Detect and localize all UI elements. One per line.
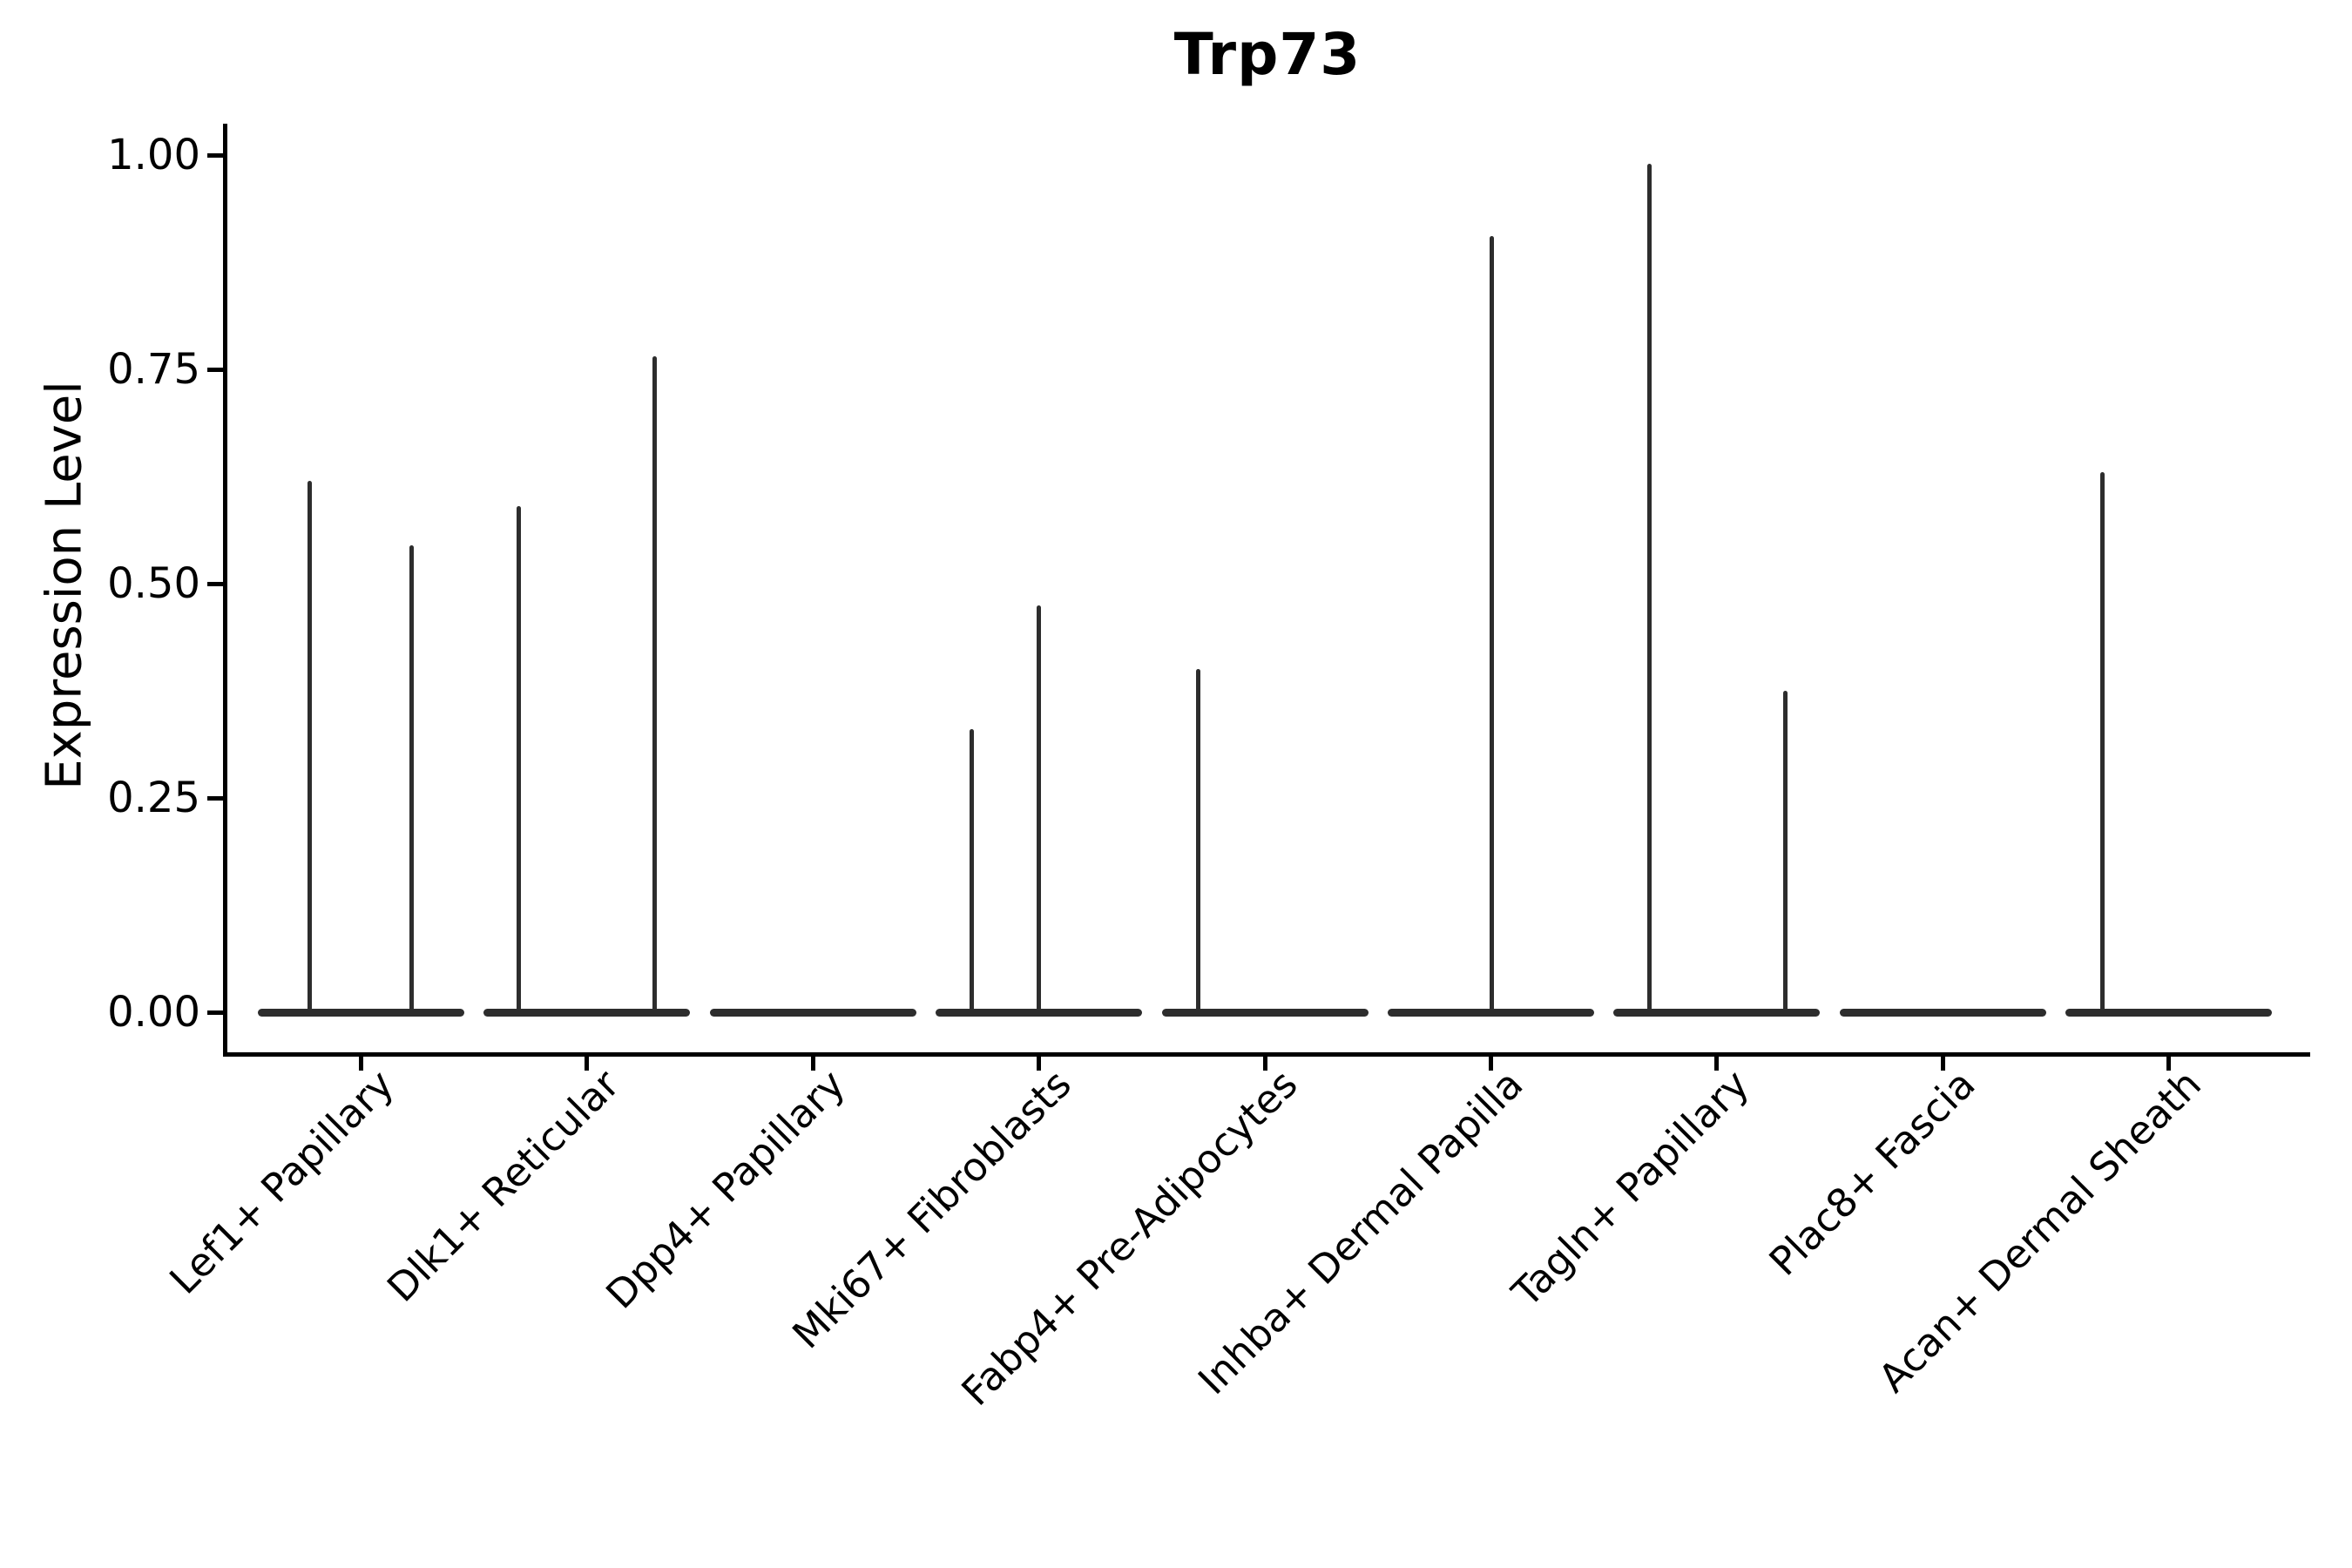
violin-spike (1490, 236, 1494, 1012)
x-tick-label: Lef1+ Papillary (160, 1060, 402, 1303)
x-axis-spine (222, 1051, 2310, 1057)
violin-baseline (1161, 1008, 1369, 1017)
x-tick (585, 1056, 590, 1071)
x-tick (1037, 1056, 1042, 1071)
violin-baseline (483, 1008, 691, 1017)
y-tick-label: 0.00 (107, 988, 200, 1037)
x-tick-label: Dpp4+ Papillary (597, 1060, 855, 1318)
x-tick-label: Tagln+ Papillary (1503, 1060, 1759, 1316)
x-tick (1714, 1056, 1720, 1071)
violin-baseline (1388, 1008, 1594, 1017)
violin-spike (1037, 605, 1042, 1012)
violin-spike (970, 729, 975, 1012)
violin-spike (2100, 472, 2105, 1012)
x-tick-label: Dlk1+ Reticular (378, 1060, 629, 1311)
y-axis-label: Expression Level (36, 381, 93, 790)
x-tick (1262, 1056, 1267, 1071)
y-tick (206, 367, 223, 372)
x-tick (359, 1056, 363, 1071)
y-tick (206, 152, 223, 158)
violin-baseline (1839, 1008, 2046, 1017)
violin-baseline (936, 1008, 1143, 1017)
y-tick (206, 795, 223, 801)
x-tick (810, 1056, 815, 1071)
y-tick-label: 0.50 (107, 559, 200, 608)
y-tick-label: 1.00 (107, 131, 200, 179)
x-tick (1489, 1056, 1493, 1071)
y-tick (206, 581, 223, 586)
y-tick-label: 0.25 (107, 774, 200, 822)
y-tick (206, 1010, 223, 1015)
chart-title: Trp73 (1173, 21, 1362, 88)
violin-spike (1647, 163, 1652, 1012)
x-tick (1940, 1056, 1945, 1071)
violin-spike (409, 544, 414, 1012)
y-axis-spine (222, 124, 227, 1056)
violin-spike (1195, 669, 1200, 1012)
violin-spike (308, 480, 312, 1012)
violin-baseline (2065, 1008, 2273, 1017)
violin-spike (652, 356, 658, 1012)
x-tick-label: Plac8+ Fascia (1760, 1060, 1984, 1285)
violin-spike (517, 506, 522, 1012)
violin-baseline (709, 1008, 916, 1017)
violin-baseline (1613, 1008, 1821, 1017)
violin-baseline (258, 1008, 464, 1017)
x-tick (2166, 1056, 2172, 1071)
violin-spike (1783, 691, 1788, 1012)
y-tick-label: 0.75 (107, 345, 200, 394)
